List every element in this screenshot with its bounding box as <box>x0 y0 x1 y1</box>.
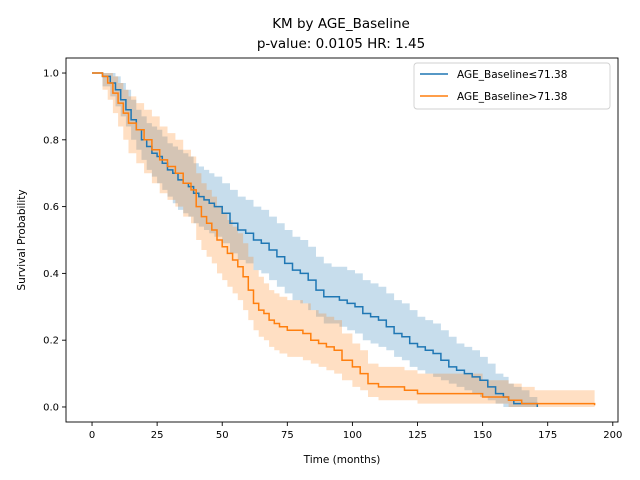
survival-line-series-1 <box>92 72 539 407</box>
legend: AGE_Baseline≤71.38 AGE_Baseline>71.38 <box>413 62 611 110</box>
x-tick-label: 200 <box>603 430 622 441</box>
x-tick-label: 175 <box>538 430 557 441</box>
x-tick-label: 0 <box>89 430 95 441</box>
legend-label-series-2: AGE_Baseline>71.38 <box>457 91 567 103</box>
survival-line-series-2 <box>92 72 596 406</box>
chart-title: KM by AGE_Baseline <box>272 16 410 32</box>
legend-box <box>413 62 611 110</box>
chart-subtitle: p-value: 0.0105 HR: 1.45 <box>257 36 425 52</box>
y-axis-label: Survival Probability <box>16 189 28 290</box>
plot-frame <box>65 57 619 423</box>
y-tick-label: 1.0 <box>43 69 59 80</box>
survival-curves <box>92 72 596 407</box>
y-tick-label: 0.0 <box>43 402 59 413</box>
y-tick-label: 0.8 <box>43 135 59 146</box>
y-tick-label: 0.4 <box>43 269 59 280</box>
y-tick-label: 0.2 <box>43 336 59 347</box>
x-tick-label: 75 <box>281 430 294 441</box>
x-tick-label: 100 <box>343 430 362 441</box>
ci-band-series-2 <box>92 73 595 407</box>
axes: 0 25 50 75 100 125 150 175 200 0.0 0.2 0.4 0.6 0.8 1.0 <box>43 69 622 441</box>
x-tick-label: 50 <box>216 430 229 441</box>
x-axis-label: Time (months) <box>303 454 381 466</box>
x-tick-label: 25 <box>151 430 164 441</box>
legend-label-series-1: AGE_Baseline≤71.38 <box>457 69 567 81</box>
y-tick-label: 0.6 <box>43 202 59 213</box>
x-tick-label: 125 <box>408 430 427 441</box>
ci-band-series-1 <box>92 73 538 407</box>
confidence-bands <box>92 73 595 407</box>
x-tick-label: 150 <box>473 430 492 441</box>
